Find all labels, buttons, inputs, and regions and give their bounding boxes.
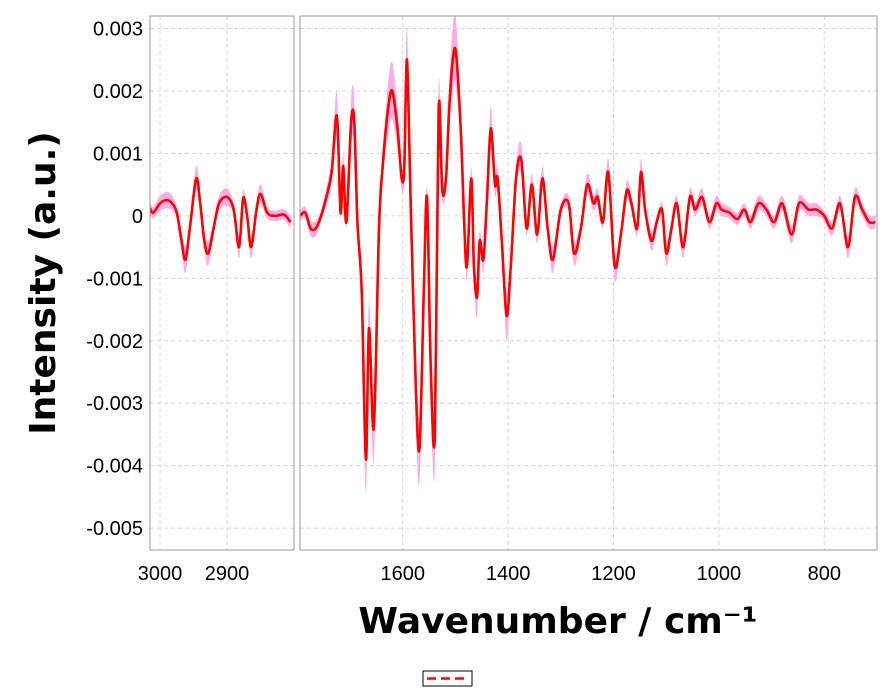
y-tick-label: -0.003 [86,393,143,415]
y-tick-label: -0.004 [86,456,143,478]
y-tick-labels: 0.003 0.002 0.001 0 -0.001 -0.002 -0.003 -0.004… [86,18,143,540]
x-tick-labels: 3000 2900 1600 1400 1200 1000 800 [138,563,841,585]
spectrum-line-low [300,46,876,461]
y-tick-label: -0.005 [86,518,143,540]
std-band-layer [150,16,876,493]
grid-layer [150,16,877,550]
x-tick-label: 1400 [486,563,531,585]
y-tick-label: 0.003 [93,18,143,40]
panel-frame [149,15,295,551]
y-tick-label: 0 [132,206,143,228]
x-tick-label: 1000 [697,563,742,585]
panel-frame [299,15,878,551]
y-tick-label: -0.002 [86,331,143,353]
y-axis-title: Intensity (a.u.) [23,131,64,434]
x-axis-title: Wavenumber / cm⁻¹ [358,601,757,642]
x-tick-label: 800 [808,563,841,585]
std-band-high [150,165,291,274]
std-band-low [300,16,876,493]
y-tick-label: -0.001 [86,268,143,290]
x-tick-label: 3000 [138,563,183,585]
plot-frames [149,15,878,551]
spectrum-line-high [150,176,292,262]
x-tick-label: 1600 [381,563,426,585]
legend [422,670,473,687]
y-tick-label: 0.001 [93,143,143,165]
spectrum-line-layer [150,46,876,461]
x-tick-label: 1200 [591,563,636,585]
x-tick-label: 2900 [205,563,250,585]
y-tick-label: 0.002 [93,81,143,103]
